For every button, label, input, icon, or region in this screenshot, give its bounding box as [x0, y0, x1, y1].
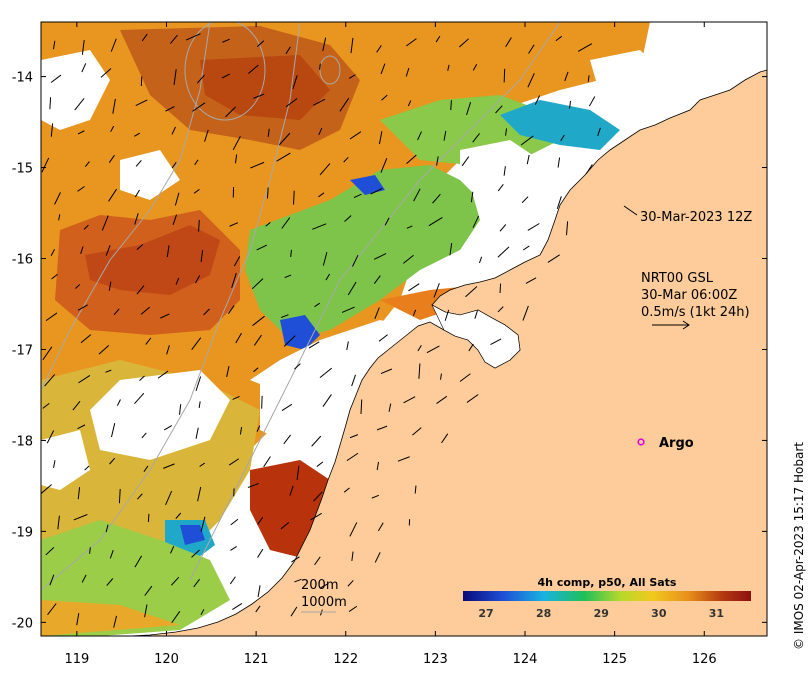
credit-text: © IMOS 02-Apr-2023 15:17 Hobart — [792, 442, 806, 650]
colorbar — [463, 591, 751, 601]
argo-label: Argo — [659, 436, 694, 451]
x-tick-label: 119 — [64, 652, 89, 667]
x-tick-label: 126 — [692, 652, 717, 667]
y-tick-label: -15 — [12, 162, 33, 177]
x-tick-label: 124 — [513, 652, 538, 667]
y-tick-label: -17 — [12, 343, 33, 358]
colorbar-title: 4h comp, p50, All Sats — [538, 576, 677, 589]
x-tick-label: 123 — [423, 652, 448, 667]
colorbar-tick-label: 31 — [709, 607, 724, 620]
current-time-label: 30-Mar 06:00Z — [641, 288, 737, 303]
current-vector — [504, 69, 505, 83]
y-tick-label: -19 — [12, 525, 33, 540]
colorbar-tick-label: 27 — [478, 607, 493, 620]
colorbar-tick-label: 29 — [594, 607, 609, 620]
current-scale-label: 0.5m/s (1kt 24h) — [641, 305, 750, 320]
current-product-label: NRT00 GSL — [641, 271, 714, 286]
current-vector — [90, 547, 91, 554]
y-tick-label: -20 — [12, 616, 33, 631]
y-tick-label: -18 — [12, 434, 33, 449]
y-tick-label: -16 — [12, 253, 33, 268]
current-vector — [267, 187, 268, 198]
x-tick-label: 125 — [602, 652, 627, 667]
colorbar-tick-label: 30 — [651, 607, 667, 620]
current-vector — [148, 514, 149, 522]
isobath-200-label: 200m — [301, 578, 338, 593]
current-vector — [294, 191, 295, 205]
colorbar-tick-label: 28 — [536, 607, 551, 620]
x-tick-label: 121 — [244, 652, 269, 667]
x-tick-label: 122 — [333, 652, 358, 667]
current-vector — [451, 100, 452, 110]
y-tick-label: -14 — [12, 71, 33, 86]
isobath-1000-label: 1000m — [301, 595, 347, 610]
timestamp-label: 30-Mar-2023 12Z — [640, 210, 752, 225]
x-tick-label: 120 — [154, 652, 179, 667]
current-vector — [500, 284, 501, 293]
